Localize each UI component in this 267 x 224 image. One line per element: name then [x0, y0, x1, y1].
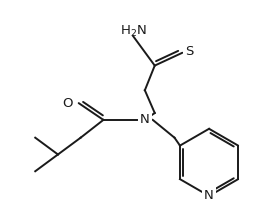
- Text: O: O: [62, 97, 73, 110]
- Text: N: N: [204, 190, 214, 202]
- Text: H$_2$N: H$_2$N: [120, 24, 146, 39]
- Text: S: S: [185, 45, 194, 58]
- Text: N: N: [140, 113, 150, 126]
